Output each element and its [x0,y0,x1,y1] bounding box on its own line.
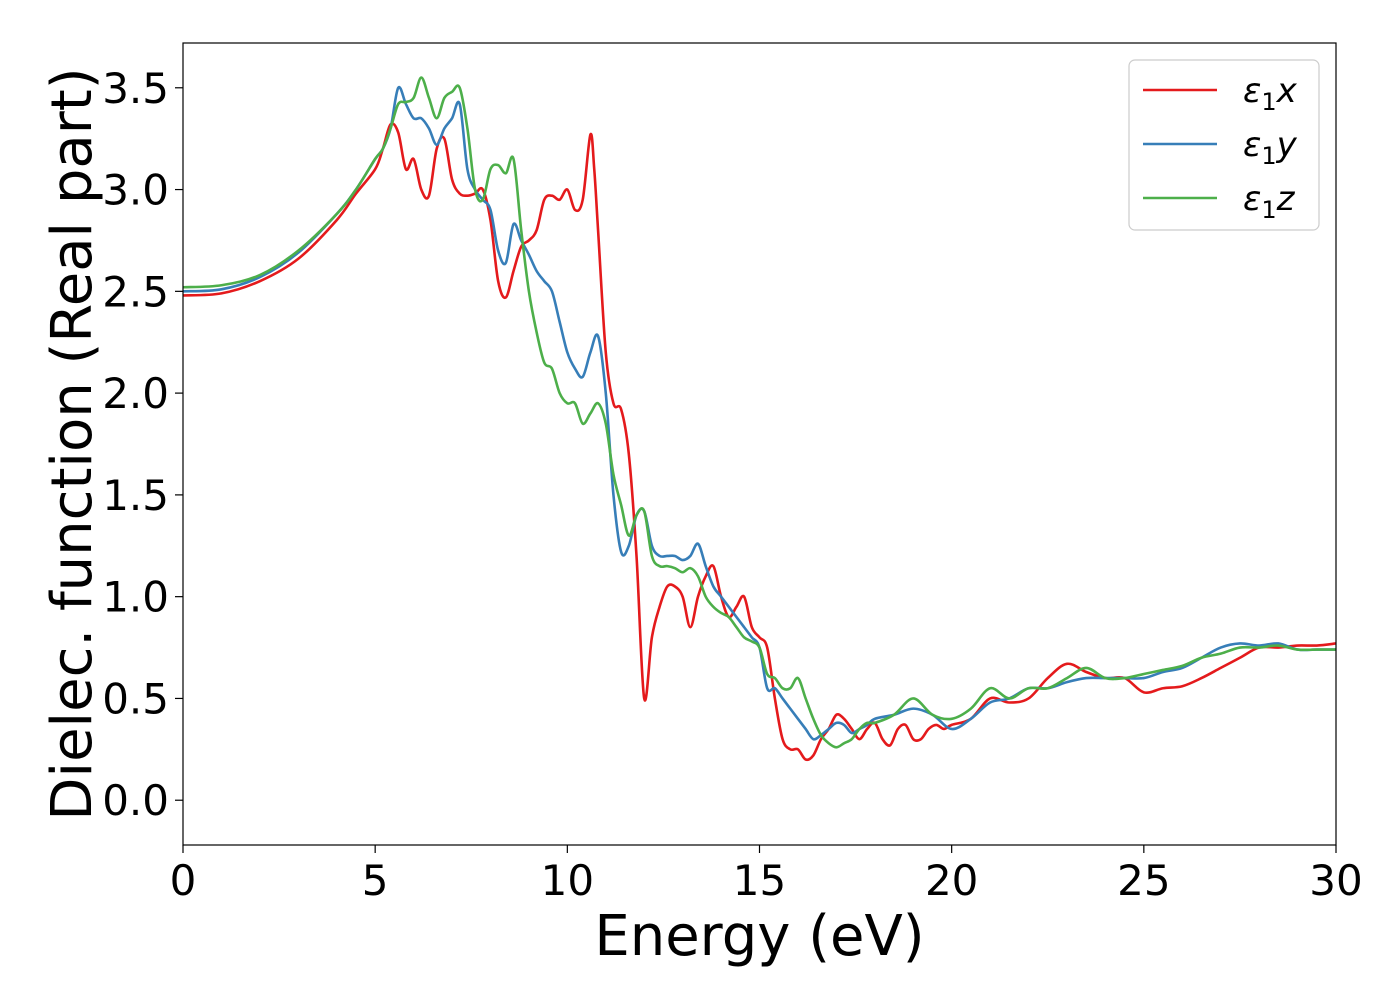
y-axis-label: Dielec. function (Real part) [40,67,105,820]
legend-label: ε1z [1243,179,1296,224]
legend: ε1x ε1y ε1z [1128,59,1320,231]
x-tick-label: 5 [362,856,389,905]
legend-label: ε1y [1243,125,1298,170]
y-tick-label: 0.0 [102,776,169,825]
y-tick-label: 2.5 [102,267,169,316]
x-tick-label: 25 [1117,856,1170,905]
y-tick-label: 2.0 [102,369,169,418]
y-axis-ticks: 0.0 0.5 1.0 1.5 2.0 2.5 3.0 3.5 [102,64,183,825]
series-line-z [183,76,1336,749]
y-tick-label: 3.5 [102,64,169,113]
series-layer [183,76,1336,762]
legend-box [1128,59,1320,231]
legend-item-y: ε1y [1143,125,1298,170]
x-tick-label: 10 [541,856,594,905]
x-axis-ticks: 0 5 10 15 20 25 30 [170,845,1363,905]
y-tick-label: 0.5 [102,674,169,723]
y-tick-label: 3.0 [102,166,169,215]
x-axis-label: Energy (eV) [594,904,924,969]
legend-label: ε1x [1243,71,1298,116]
x-tick-label: 20 [925,856,978,905]
x-tick-label: 15 [733,856,786,905]
x-tick-label: 30 [1309,856,1362,905]
legend-item-x: ε1x [1143,71,1298,116]
y-tick-label: 1.5 [102,471,169,520]
y-tick-label: 1.0 [102,573,169,622]
legend-item-z: ε1z [1143,179,1296,224]
x-tick-label: 0 [170,856,197,905]
